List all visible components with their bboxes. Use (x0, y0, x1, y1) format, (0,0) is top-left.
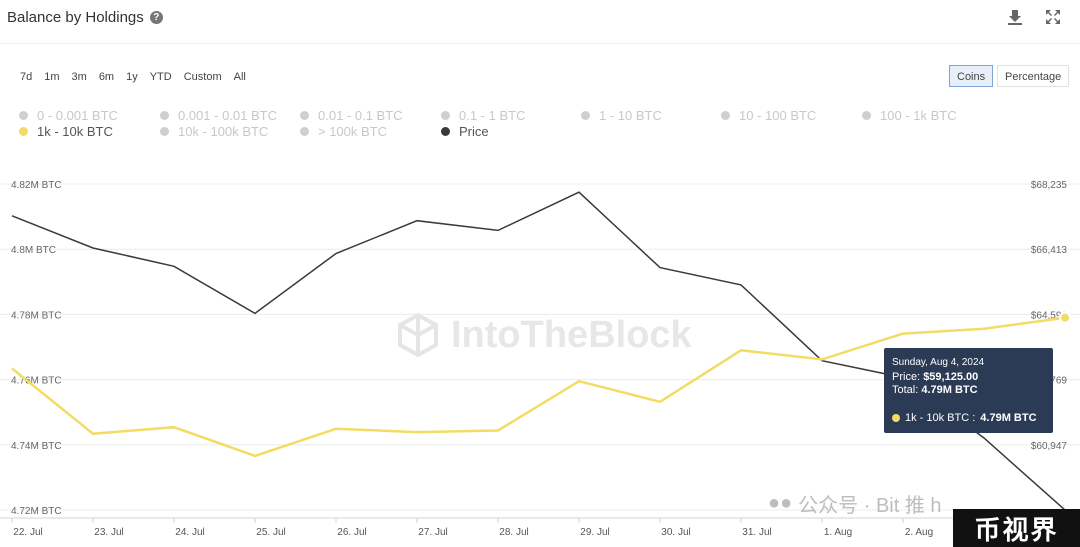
watermark: IntoTheBlock (395, 312, 692, 358)
range-ytd-button[interactable]: YTD (149, 71, 172, 83)
legend-item[interactable]: 0.01 - 0.1 BTC (300, 108, 403, 123)
legend-dot-icon (441, 127, 450, 136)
legend-label: 10k - 100k BTC (178, 124, 269, 139)
legend-dot-icon (300, 111, 309, 120)
legend-item-price[interactable]: Price (441, 124, 489, 139)
time-range-selector: 7d 1m 3m 6m 1y YTD Custom All (16, 67, 250, 87)
range-7d-button[interactable]: 7d (20, 71, 33, 83)
legend-item[interactable]: 0.1 - 1 BTC (441, 108, 525, 123)
legend-dot-icon (160, 127, 169, 136)
legend-label: 100 - 1k BTC (880, 108, 957, 123)
x-tick-label: 27. Jul (418, 527, 447, 538)
y-left-tick-label: 4.72M BTC (11, 506, 62, 517)
x-tick-label: 24. Jul (175, 527, 204, 538)
legend-label: 0.01 - 0.1 BTC (318, 108, 403, 123)
legend-dot-icon (721, 111, 730, 120)
legend-item[interactable]: 0 - 0.001 BTC (19, 108, 118, 123)
legend-label: 10 - 100 BTC (739, 108, 817, 123)
legend-item[interactable]: 0.001 - 0.01 BTC (160, 108, 277, 123)
legend-item[interactable]: 10k - 100k BTC (160, 124, 268, 139)
x-tick-label: 2. Aug (905, 527, 933, 538)
legend-label: 0.001 - 0.01 BTC (178, 108, 277, 123)
coins-toggle-button[interactable]: Coins (949, 65, 994, 87)
wechat-icon: ●● (768, 492, 793, 514)
holdings-1k-10k-series-line (11, 316, 1066, 458)
legend-label: 0.1 - 1 BTC (459, 108, 526, 123)
legend-label: > 100k BTC (318, 124, 388, 139)
range-1y-button[interactable]: 1y (126, 71, 138, 83)
x-tick-label: 25. Jul (256, 527, 285, 538)
percentage-toggle-button[interactable]: Percentage (997, 65, 1070, 87)
legend-item[interactable]: 100 - 1k BTC (862, 108, 957, 123)
tooltip-date: Sunday, Aug 4, 2024 (892, 357, 985, 368)
y-right-tick-label: $64,591 (1031, 310, 1068, 321)
range-3m-button[interactable]: 3m (71, 71, 87, 83)
y-left-tick-label: 4.76M BTC (11, 376, 62, 387)
fullscreen-icon[interactable] (1044, 8, 1062, 26)
download-icon[interactable] (1006, 8, 1024, 26)
y-left-tick-label: 4.8M BTC (11, 245, 56, 256)
legend-item[interactable]: 1 - 10 BTC (581, 108, 662, 123)
brand-badge: 币视界 (953, 509, 1080, 547)
y-left-tick-label: 4.78M BTC (11, 310, 62, 321)
legend-dot-icon (300, 127, 309, 136)
x-tick-label: 22. Jul (13, 527, 42, 538)
legend-label: 1k - 10k BTC (37, 124, 113, 139)
legend-label: 0 - 0.001 BTC (37, 108, 118, 123)
x-tick-label: 30. Jul (661, 527, 690, 538)
x-tick-label: 28. Jul (499, 527, 528, 538)
series-dot-icon (892, 414, 900, 422)
chart-tooltip: Sunday, Aug 4, 2024 Price: $59,125.00 To… (884, 348, 1053, 433)
legend-item[interactable]: > 100k BTC (300, 124, 387, 139)
header-divider (0, 43, 1080, 44)
y-left-tick-label: 4.82M BTC (11, 180, 62, 191)
legend-dot-icon (160, 111, 169, 120)
tooltip-price-row: Price: $59,125.00 (892, 371, 979, 383)
chart-title-text: Balance by Holdings (7, 9, 144, 26)
range-custom-button[interactable]: Custom (183, 71, 222, 83)
legend-dot-icon (441, 111, 450, 120)
social-text: 公众号 · Bit 推 h (798, 495, 942, 517)
range-all-button[interactable]: All (233, 71, 246, 83)
legend-item[interactable]: 10 - 100 BTC (721, 108, 816, 123)
x-tick-label: 23. Jul (94, 527, 123, 538)
x-tick-label: 26. Jul (337, 527, 366, 538)
legend-dot-icon (19, 111, 28, 120)
y-right-tick-label: $66,413 (1031, 245, 1068, 256)
x-tick-label: 31. Jul (742, 527, 771, 538)
legend-label: Price (459, 124, 489, 139)
social-watermark: ●● 公众号 · Bit 推 h (768, 489, 942, 518)
legend-label: 1 - 10 BTC (599, 108, 662, 123)
chart-title: Balance by Holdings ? (7, 9, 163, 26)
watermark-text: IntoTheBlock (451, 313, 692, 356)
y-right-tick-label: $60,947 (1031, 441, 1068, 452)
x-tick-label: 1. Aug (824, 527, 852, 538)
y-left-tick-label: 4.74M BTC (11, 441, 62, 452)
tooltip-total-row: Total: 4.79M BTC (892, 384, 978, 396)
legend-dot-icon (581, 111, 590, 120)
legend-dot-icon (19, 127, 28, 136)
x-tick-label: 29. Jul (580, 527, 609, 538)
watermark-cube-icon (398, 312, 438, 358)
y-right-tick-label: $68,235 (1031, 180, 1068, 191)
legend-item-1k-10k[interactable]: 1k - 10k BTC (19, 124, 113, 139)
legend-dot-icon (862, 111, 871, 120)
highlight-point-marker (1059, 311, 1071, 324)
tooltip-series-row: 1k - 10k BTC :4.79M BTC (892, 412, 1045, 424)
range-6m-button[interactable]: 6m (98, 71, 115, 83)
question-circle-icon[interactable]: ? (149, 11, 163, 24)
range-1m-button[interactable]: 1m (44, 71, 60, 83)
